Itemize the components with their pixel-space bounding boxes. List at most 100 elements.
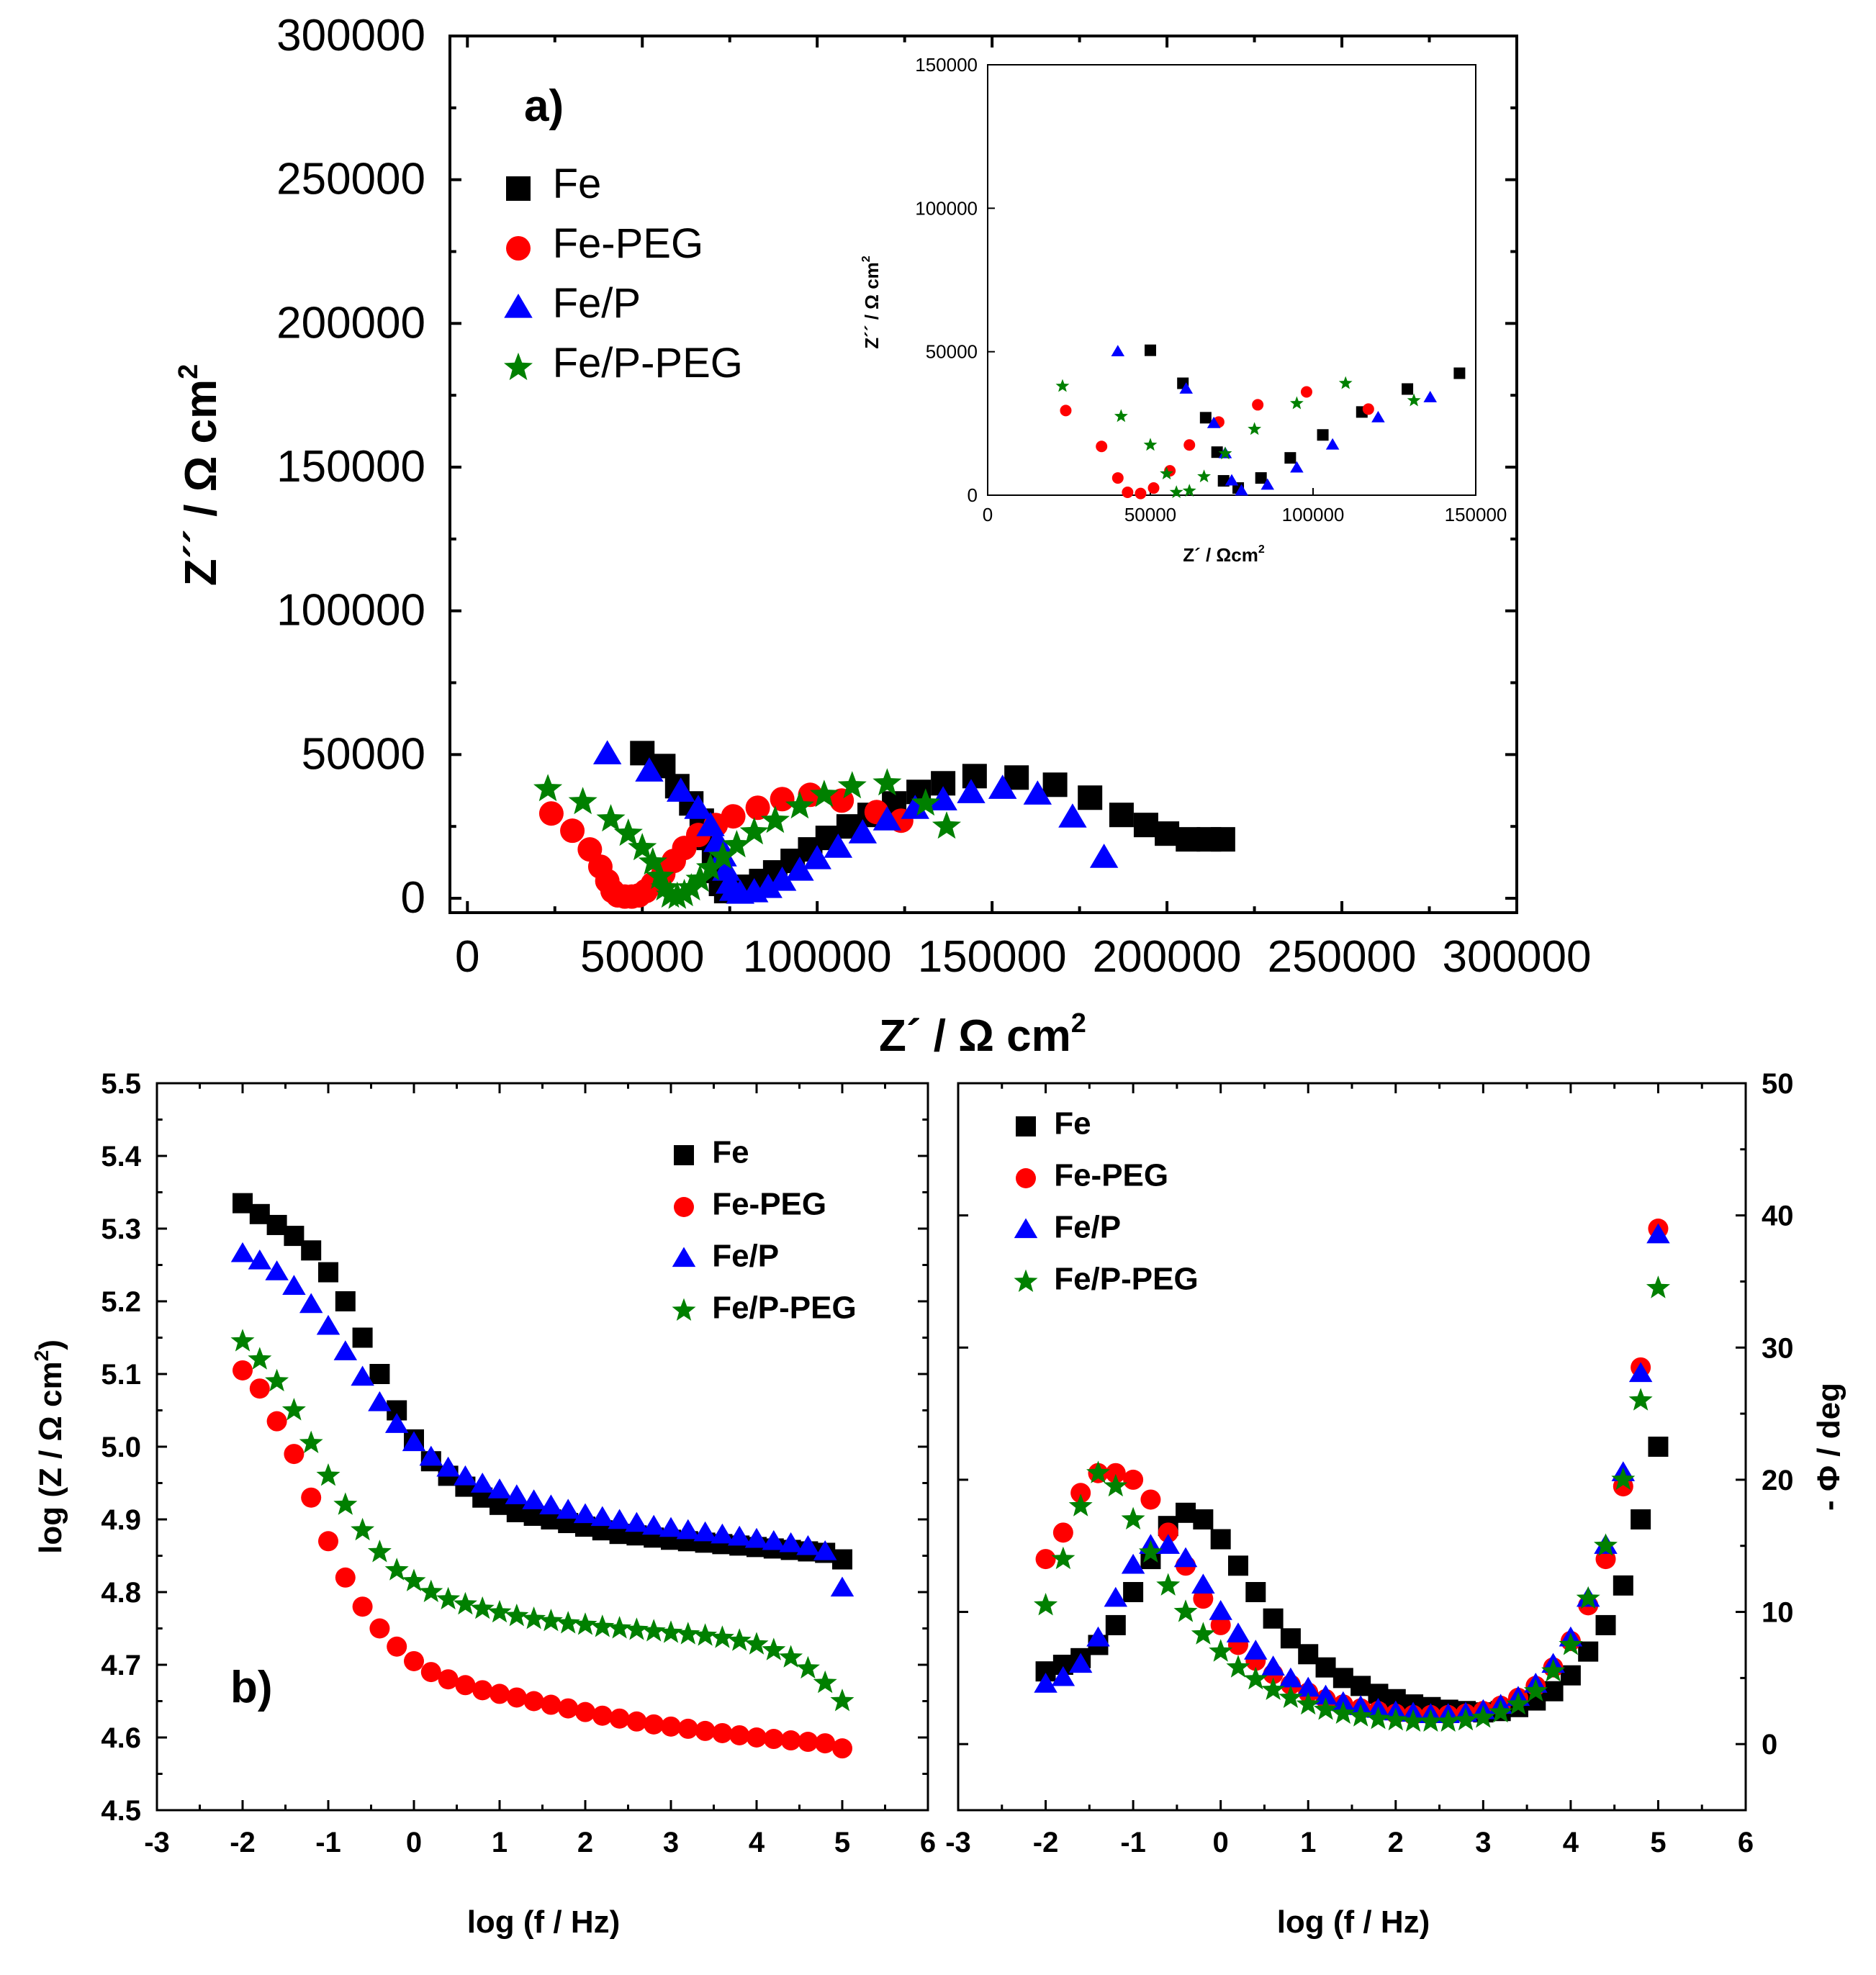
b2-point-fe: [1123, 1582, 1144, 1602]
b1-point-fe-p: [779, 1532, 803, 1553]
b1-y-tick-label: 4.6: [101, 1722, 141, 1754]
b1-point-fe-p-peg: [248, 1347, 272, 1370]
b1-point-fe-peg: [661, 1716, 681, 1737]
b1-y-axis-title-superscript: 2: [30, 1350, 53, 1362]
b1-point-fe: [352, 1327, 373, 1348]
inset-point-fe: [1255, 472, 1267, 484]
b2-point-fe-p: [1646, 1223, 1670, 1244]
inset-point-fe-peg: [1362, 403, 1374, 415]
b1-point-fe-p: [676, 1519, 700, 1540]
b2-point-fe: [1245, 1582, 1266, 1602]
inset-point-fe-p: [1207, 416, 1221, 428]
b1-point-fe-peg: [420, 1662, 441, 1683]
b1-point-fe-peg: [472, 1680, 493, 1701]
b2-point-fe-peg: [1123, 1469, 1144, 1490]
inset-point-fe-p-peg: [1197, 469, 1211, 483]
b2-x-tick-label: -3: [945, 1827, 971, 1858]
b2-point-fe-p-peg: [1418, 1709, 1443, 1732]
b1-point-fe-p-peg: [727, 1628, 752, 1651]
b1-y-tick-label: 4.9: [101, 1504, 141, 1536]
a-series-fe-peg: [538, 782, 914, 909]
b1-x-tick-label: -1: [315, 1827, 341, 1858]
a-x-axis-title-superscript: 2: [1071, 1008, 1086, 1039]
b1-point-fe-p-peg: [676, 1622, 700, 1645]
b2-point-fe-p-peg: [1489, 1699, 1513, 1723]
b1-point-fe-p: [384, 1413, 409, 1433]
b1-point-fe-p: [659, 1517, 683, 1537]
b2-point-fe-p-peg: [1226, 1655, 1250, 1678]
b1-point-fe-p: [727, 1525, 752, 1546]
inset-point-fe-p-peg: [1290, 396, 1304, 410]
b2-point-fe-p: [1156, 1534, 1180, 1554]
b2-point-fe-p: [1034, 1673, 1057, 1693]
a-point-fe-p: [785, 857, 814, 881]
a-point-fe: [962, 764, 987, 789]
b1-x-tick-label: -3: [144, 1827, 170, 1858]
b1-y-tick-label: 4.8: [101, 1577, 141, 1609]
b2-point-fe: [1210, 1529, 1231, 1550]
b1-point-fe-p: [813, 1540, 837, 1560]
b2-point-fe-p-peg: [1611, 1467, 1636, 1490]
b2-point-fe: [1280, 1628, 1301, 1649]
b1-legend-marker-fe-peg: [674, 1197, 694, 1217]
b2-point-fe-p-peg: [1209, 1639, 1233, 1662]
b2-y-tick-label: 40: [1762, 1201, 1794, 1232]
inset-point-fe-peg: [1183, 439, 1196, 451]
b2-point-fe-p-peg: [1191, 1622, 1215, 1645]
b1-point-fe-p: [641, 1514, 666, 1535]
inset-point-fe-peg: [1111, 472, 1124, 484]
a-point-fe-p: [684, 795, 713, 819]
a-point-fe-p-peg: [613, 818, 643, 846]
a-point-fe-p-peg: [722, 830, 752, 858]
a-point-fe-p: [1058, 803, 1087, 828]
b1-x-tick-label: 6: [920, 1827, 936, 1858]
b1-point-fe-p-peg: [590, 1614, 615, 1637]
a-point-fe-p-peg: [760, 805, 790, 833]
b1-legend-marker-fe-p: [672, 1247, 696, 1267]
b2-point-fe-p-peg: [1559, 1632, 1583, 1655]
b1-point-fe-peg: [318, 1531, 338, 1552]
b1-point-fe-p-peg: [762, 1637, 786, 1660]
b2-series-fe-p-peg: [1034, 1275, 1670, 1732]
b1-x-tick-label: 5: [834, 1827, 850, 1858]
inset-y-tick-label: 50000: [926, 341, 978, 363]
a-legend-marker-fe: [506, 176, 531, 201]
a-series-fe-p: [592, 740, 1119, 904]
b2-point-fe-p: [1261, 1655, 1285, 1676]
b2-x-tick-label: 2: [1388, 1827, 1404, 1858]
b1-point-fe-p: [470, 1473, 495, 1493]
a-point-fe-p: [901, 795, 929, 819]
b2-point-fe: [1613, 1575, 1633, 1596]
a-point-fe-p: [1023, 780, 1052, 805]
b2-point-fe-p-peg: [1384, 1707, 1408, 1731]
panel-b-modulus-plot: -3 -2 -1 0 1 2 3 4 5 6 4.5 4.6 4.7 4.8 4.9 5.0 5.1 5.2 5.3…: [30, 1068, 936, 1940]
b1-y-tick-label: 5.4: [101, 1141, 141, 1172]
b1-point-fe-peg: [387, 1636, 407, 1657]
a-point-fe-p: [803, 845, 831, 869]
inset-point-fe-p-peg: [1338, 376, 1353, 389]
panel-b-label: b): [230, 1663, 273, 1712]
b2-legend-marker-fe-p: [1014, 1218, 1038, 1239]
b2-point-fe-p: [1068, 1653, 1093, 1673]
a-point-fe-p: [1089, 844, 1119, 868]
inset-y-tick-label: 100000: [915, 197, 978, 219]
b1-x-tick-label: 0: [406, 1827, 422, 1858]
inset-point-fe-p-peg: [1114, 409, 1128, 422]
b2-point-fe-p-peg: [1261, 1677, 1286, 1700]
b1-point-fe-p: [762, 1529, 786, 1550]
b1-series-fe-peg: [233, 1360, 852, 1759]
a-x-tick-label: 200000: [1093, 932, 1242, 982]
a-point-fe-p: [635, 757, 664, 782]
b2-y-tick-label: 20: [1762, 1465, 1794, 1496]
b1-point-fe-p-peg: [693, 1623, 718, 1646]
b1-point-fe-p-peg: [281, 1398, 306, 1421]
b2-point-fe-p-peg: [1104, 1473, 1128, 1497]
b1-y-tick-label: 5.2: [101, 1286, 141, 1318]
a-point-fe: [1133, 813, 1158, 838]
a-point-fe: [1109, 803, 1134, 828]
inset-point-fe: [1284, 452, 1296, 464]
inset-point-fe-peg: [1096, 440, 1108, 453]
b2-point-fe-p: [1628, 1362, 1653, 1383]
b1-y-tick-label: 5.5: [101, 1068, 141, 1100]
b1-point-fe-p-peg: [230, 1329, 255, 1352]
